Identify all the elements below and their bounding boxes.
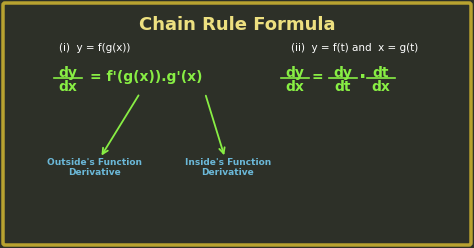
Text: dt: dt — [335, 80, 351, 94]
Text: (i)  y = f(g(x)): (i) y = f(g(x)) — [59, 43, 131, 53]
Text: dx: dx — [285, 80, 304, 94]
Text: dy: dy — [59, 66, 77, 80]
Text: =: = — [311, 70, 323, 84]
Text: dx: dx — [372, 80, 391, 94]
Text: = f'(g(x)).g'(x): = f'(g(x)).g'(x) — [90, 70, 202, 84]
Text: dy: dy — [285, 66, 304, 80]
Text: Chain Rule Formula: Chain Rule Formula — [139, 16, 335, 34]
Text: dt: dt — [373, 66, 389, 80]
Text: Outside's Function
Derivative: Outside's Function Derivative — [47, 158, 143, 177]
Text: (ii)  y = f(t) and  x = g(t): (ii) y = f(t) and x = g(t) — [292, 43, 419, 53]
Text: Inside's Function
Derivative: Inside's Function Derivative — [185, 158, 271, 177]
Text: ·: · — [359, 67, 367, 87]
Text: dx: dx — [59, 80, 77, 94]
FancyBboxPatch shape — [3, 3, 471, 245]
Text: dy: dy — [334, 66, 353, 80]
